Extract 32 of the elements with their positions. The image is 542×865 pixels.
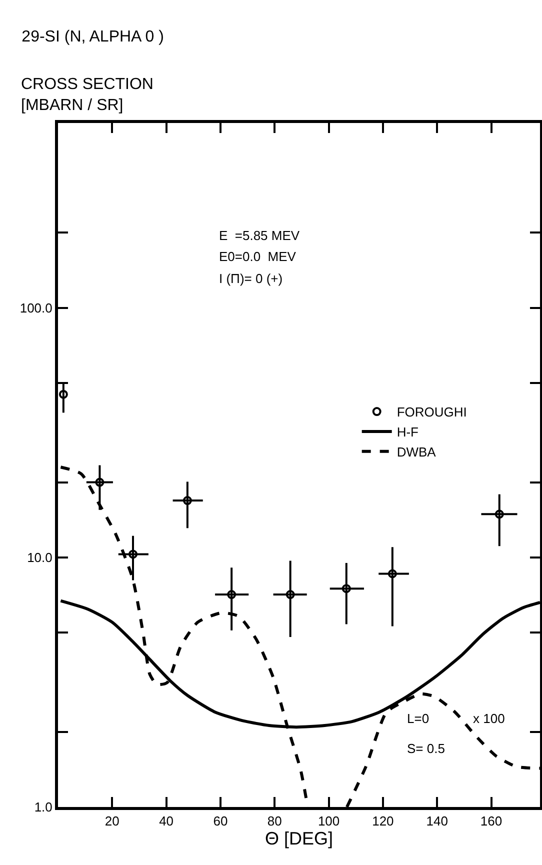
y-axis-title: CROSS SECTION [MBARN / SR] — [21, 76, 154, 114]
point — [95, 478, 104, 487]
chart-title: 29-SI (N, ALPHA 0 ) — [22, 28, 164, 46]
point — [227, 590, 236, 600]
x-tick-label: 160 — [480, 814, 502, 829]
point — [286, 590, 295, 600]
legend-label: FOROUGHI — [396, 404, 467, 420]
annotation: E =5.85 MEV — [219, 228, 300, 243]
y-tick-label: 100.0 — [20, 300, 52, 316]
x-tick-label: 120 — [372, 814, 394, 829]
x-tick-label: 100 — [318, 814, 340, 829]
point — [128, 550, 138, 559]
annotation: I (Π)= 0 (+) — [219, 271, 283, 286]
annotation: x 100 — [473, 711, 505, 726]
annotation: S= 0.5 — [407, 741, 445, 756]
x-tick-label: 20 — [104, 814, 120, 829]
x-tick-label: 140 — [426, 814, 448, 829]
point — [342, 584, 351, 594]
annotation: E0=0.0 MEV — [219, 249, 296, 264]
y-tick-label: 1.0 — [34, 800, 52, 815]
legend-label: DWBA — [396, 444, 436, 460]
point — [58, 390, 68, 399]
x-axis-title: Θ [DEG] — [264, 828, 334, 849]
point — [182, 496, 192, 506]
annotation: L=0 — [407, 711, 430, 726]
x-tick-label: 60 — [213, 814, 228, 829]
x-tick-label: 80 — [267, 814, 282, 829]
point — [388, 569, 397, 578]
x-tick-label: 40 — [159, 814, 174, 829]
legend-label: H-F — [396, 424, 419, 440]
point — [494, 510, 504, 519]
y-tick-label: 10.0 — [27, 550, 52, 565]
